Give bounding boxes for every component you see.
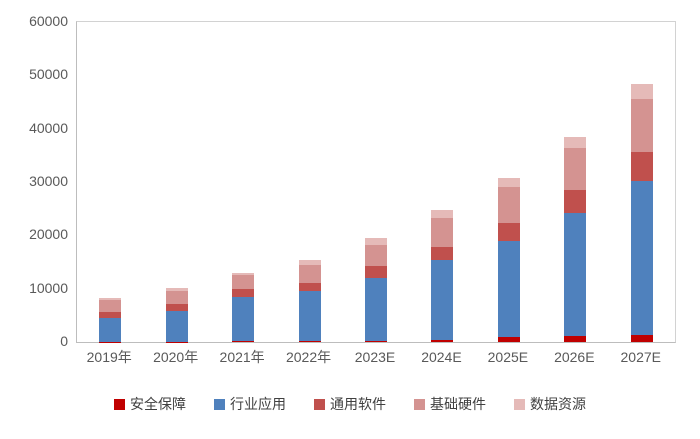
bar-segment-series-1 [497,240,520,338]
bar-2026E [564,137,587,342]
y-axis-label: 10000 [29,279,68,296]
y-axis-label: 0 [60,333,68,349]
legend-swatch-icon [414,398,425,410]
bar-2019 [99,298,122,342]
bar-2024E [431,210,454,342]
bar-segment-series-2 [99,312,122,319]
bar-segment-series-1 [630,181,653,335]
plot-area [76,21,676,343]
legend: 安全保障 行业应用 通用软件 基础硬件 数据资源 [0,394,700,414]
bar-segment-series-4 [99,298,122,300]
y-axis-label: 60000 [29,13,68,29]
legend-swatch-icon [514,398,525,410]
legend-swatch-icon [114,398,125,410]
bar-segment-series-1 [564,213,587,336]
bar-segment-series-4 [298,260,321,266]
legend-swatch-icon [214,398,225,410]
bar-segment-series-3 [298,265,321,283]
bar-segment-series-3 [232,275,255,290]
x-axis-label: 2021年 [219,349,265,365]
bar-segment-series-3 [365,244,387,266]
bar-segment-series-0 [298,341,321,342]
bar-segment-series-1 [298,291,321,342]
legend-item-2: 通用软件 [314,394,386,414]
bar-2020 [165,287,188,342]
bar-segment-series-0 [365,340,387,342]
bar-segment-series-2 [365,265,387,279]
legend-label: 通用软件 [330,396,386,412]
x-axis-label: 2022年 [285,349,332,365]
bar-2027E [630,84,653,342]
bar-segment-series-1 [165,310,188,342]
bar-segment-series-2 [232,289,255,297]
bar-segment-series-0 [564,335,587,342]
bar-segment-series-1 [431,259,454,341]
bar-segment-series-0 [630,334,653,342]
legend-item-3: 基础硬件 [414,394,486,414]
bar-segment-series-0 [232,341,255,342]
bar-segment-series-2 [165,304,188,311]
legend-label: 行业应用 [230,396,286,412]
bar-segment-series-4 [497,177,520,187]
bar-segment-series-3 [630,98,653,153]
x-axis-label: 2024E [421,349,462,365]
x-axis-label: 2025E [487,349,529,365]
y-axis-label: 20000 [29,226,68,243]
bar-segment-series-2 [497,222,520,241]
legend-item-4: 数据资源 [514,394,586,414]
legend-item-0: 安全保障 [114,394,186,414]
legend-item-1: 行业应用 [214,394,286,414]
bar-segment-series-4 [431,210,454,219]
bar-2022 [298,260,321,342]
bar-segment-series-4 [564,137,587,148]
legend-swatch-icon [314,398,325,410]
y-axis-label: 50000 [29,66,68,83]
x-axis-label: 2023E [354,349,396,365]
bar-segment-series-4 [232,272,255,276]
legend-label: 数据资源 [530,396,586,412]
bar-segment-series-0 [431,340,454,342]
bar-segment-series-3 [165,290,188,305]
x-axis-label: 2026E [554,349,595,365]
bar-segment-series-4 [365,238,387,245]
legend-label: 基础硬件 [430,396,486,412]
bar-segment-series-1 [365,278,387,341]
bar-segment-series-2 [630,152,653,182]
bar-segment-series-4 [630,84,653,99]
bar-segment-series-2 [564,190,587,214]
bar-2023E [365,238,387,342]
bar-segment-series-3 [497,186,520,223]
x-axis-label: 2019年 [86,349,132,365]
bar-segment-series-0 [497,337,520,342]
x-axis-label: 2020年 [153,349,199,365]
x-axis-label: 2027E [620,349,661,365]
legend-label: 安全保障 [130,396,186,412]
bar-segment-series-3 [431,218,454,248]
bar-2025E [497,177,520,342]
bar-segment-series-1 [232,296,255,342]
bar-segment-series-4 [165,287,188,291]
bar-segment-series-3 [99,299,122,313]
bar-segment-series-3 [564,147,587,191]
y-axis-label: 40000 [29,119,68,136]
y-axis-label: 30000 [29,173,68,189]
bar-segment-series-2 [431,247,454,260]
bar-segment-series-1 [99,318,122,342]
bar-2021 [232,272,255,342]
bar-segment-series-2 [298,282,321,292]
